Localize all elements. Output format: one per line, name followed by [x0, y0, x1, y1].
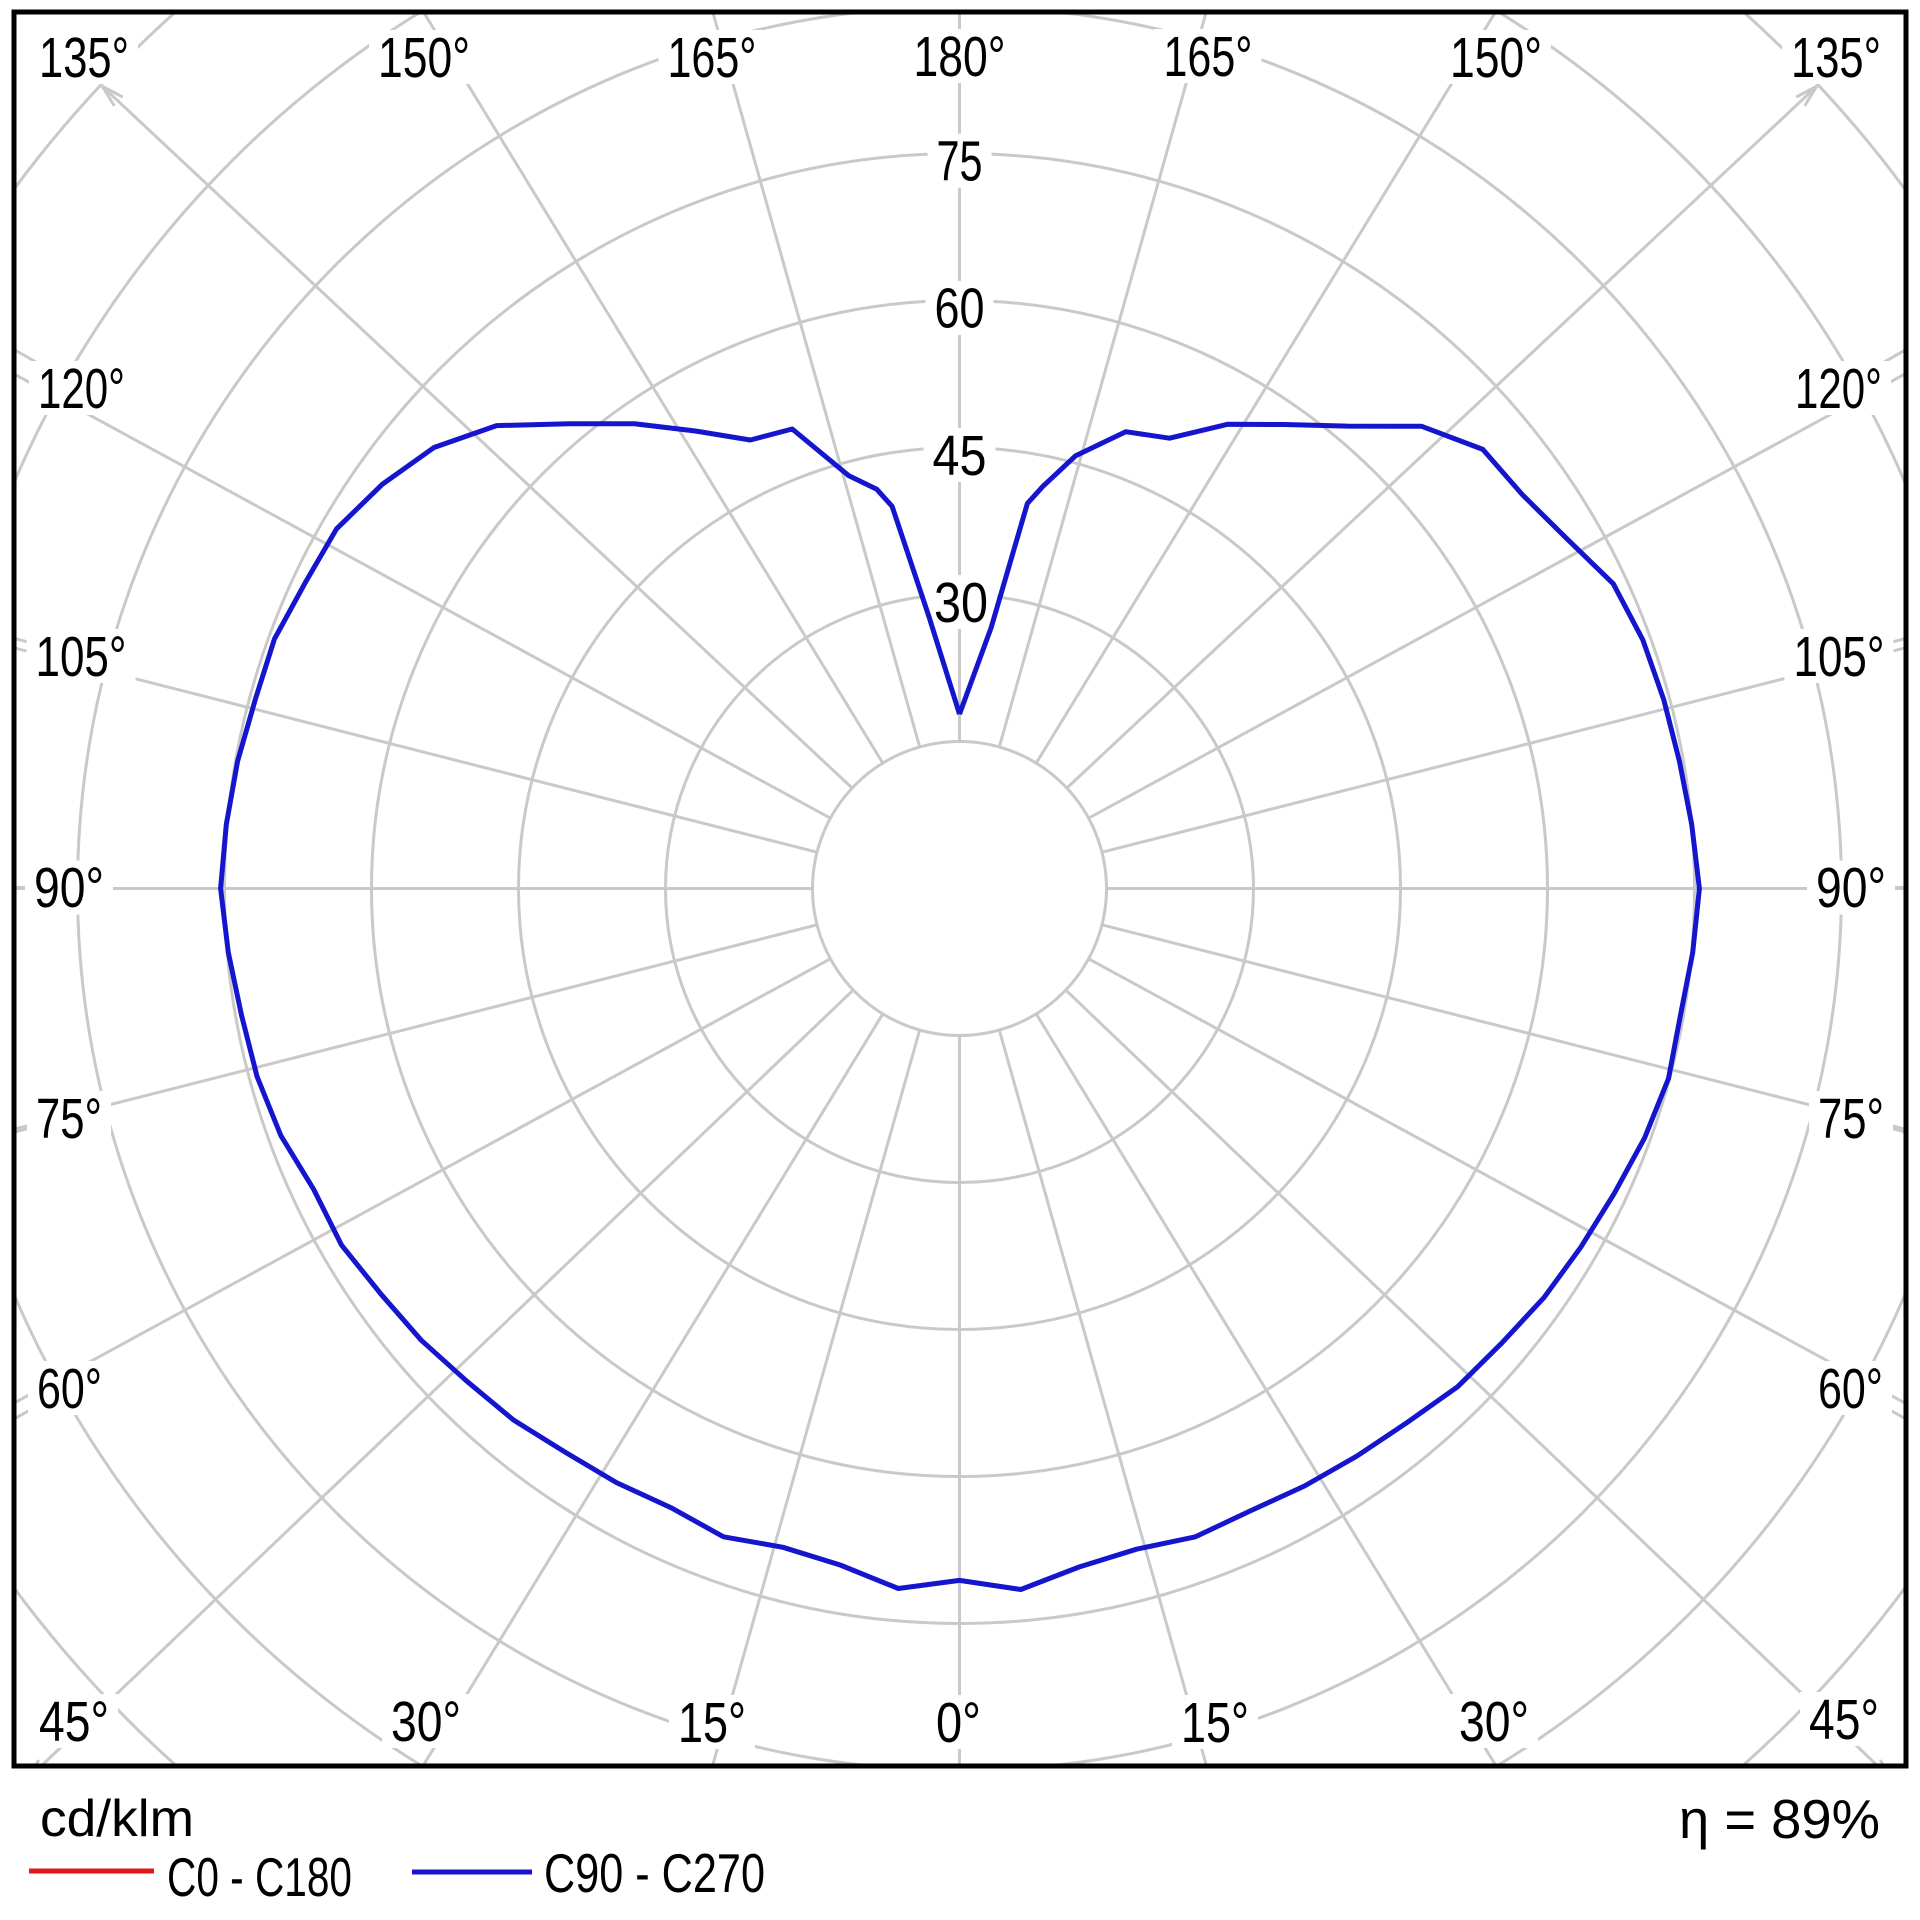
svg-text:60: 60: [935, 277, 985, 341]
svg-text:30: 30: [934, 571, 988, 635]
svg-text:180°: 180°: [914, 25, 1006, 89]
svg-text:150°: 150°: [378, 26, 470, 90]
svg-text:75°: 75°: [36, 1087, 102, 1151]
svg-text:75°: 75°: [1818, 1087, 1884, 1151]
svg-text:0°: 0°: [936, 1691, 981, 1755]
svg-text:105°: 105°: [1794, 625, 1885, 689]
svg-text:cd/klm: cd/klm: [40, 1790, 194, 1848]
svg-text:45°: 45°: [39, 1690, 109, 1754]
svg-text:15°: 15°: [1181, 1691, 1249, 1755]
svg-text:75: 75: [937, 129, 983, 193]
svg-text:165°: 165°: [668, 26, 757, 90]
svg-text:135°: 135°: [39, 26, 129, 90]
svg-text:90°: 90°: [1816, 856, 1886, 920]
svg-text:120°: 120°: [38, 357, 125, 421]
svg-text:45°: 45°: [1809, 1688, 1879, 1752]
svg-text:15°: 15°: [678, 1691, 746, 1755]
svg-text:45: 45: [933, 424, 987, 488]
svg-text:30°: 30°: [1459, 1690, 1529, 1754]
svg-text:η = 89%: η = 89%: [1679, 1788, 1880, 1850]
svg-text:165°: 165°: [1164, 25, 1253, 89]
svg-text:60°: 60°: [37, 1357, 102, 1421]
svg-text:105°: 105°: [36, 625, 127, 689]
svg-text:150°: 150°: [1450, 26, 1542, 90]
svg-text:120°: 120°: [1795, 357, 1882, 421]
svg-text:90°: 90°: [34, 856, 104, 920]
svg-text:135°: 135°: [1791, 26, 1881, 90]
svg-text:C0 - C180: C0 - C180: [167, 1846, 352, 1908]
svg-text:30°: 30°: [391, 1690, 461, 1754]
svg-text:60°: 60°: [1818, 1357, 1883, 1421]
svg-text:C90 - C270: C90 - C270: [544, 1842, 765, 1904]
